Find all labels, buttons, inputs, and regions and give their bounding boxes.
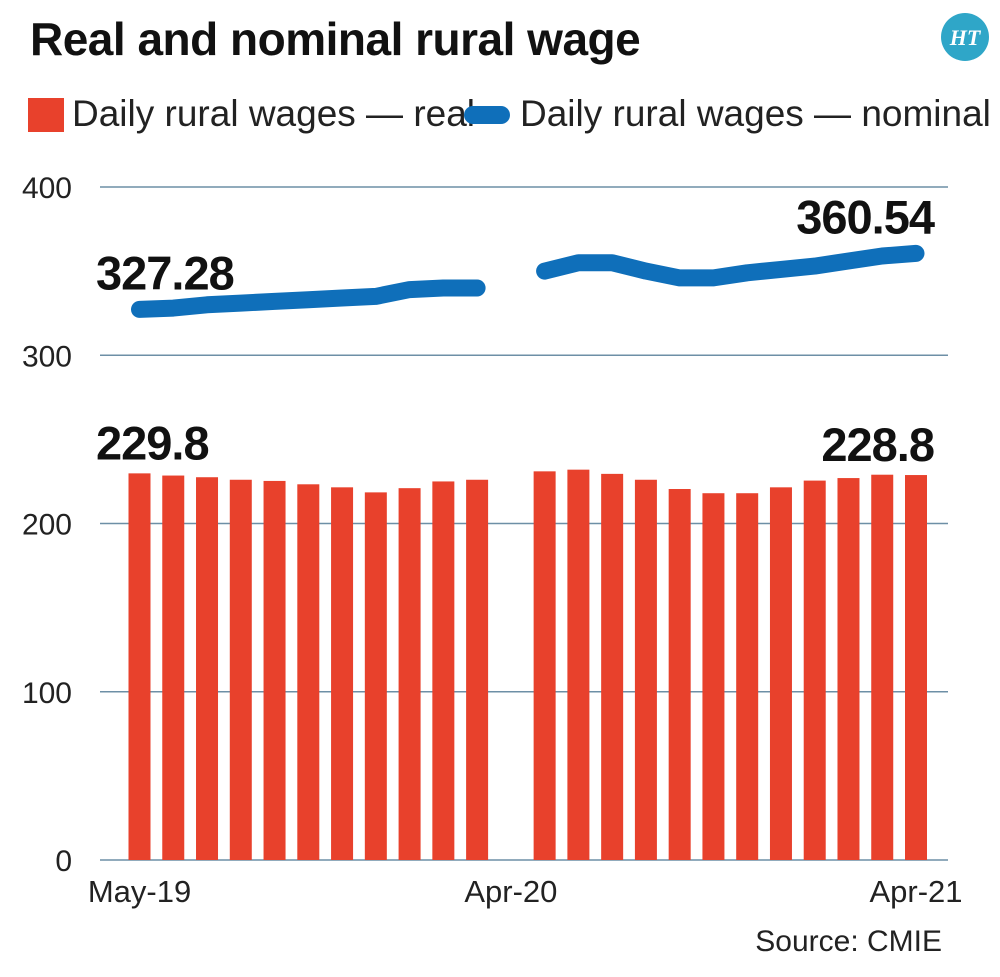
data-label: 327.28 — [96, 246, 234, 299]
bar-real — [196, 477, 219, 860]
bar-real — [871, 474, 894, 860]
ht-logo-icon: HT — [941, 13, 989, 61]
bar-real — [398, 488, 421, 860]
bar-real — [331, 487, 354, 860]
bar-real — [736, 493, 759, 860]
bar-real — [905, 475, 927, 860]
y-tick-label: 200 — [22, 509, 72, 542]
ht-logo-text: HT — [949, 25, 982, 50]
y-tick-label: 0 — [55, 845, 72, 878]
bar-real — [466, 479, 489, 860]
x-tick-label: Apr-21 — [869, 874, 962, 909]
legend-label-real: Daily rural wages — real — [72, 93, 476, 134]
bar-real — [601, 473, 624, 860]
bar-real — [567, 469, 590, 860]
bar-real — [364, 492, 387, 860]
bar-real — [533, 471, 556, 860]
bar-real — [837, 478, 860, 860]
bar-real — [769, 487, 792, 860]
bar-real — [229, 479, 252, 860]
line-nominal — [536, 244, 925, 287]
chart-title: Real and nominal rural wage — [30, 13, 641, 65]
ht-logo: HT — [940, 12, 990, 62]
line-nominal — [131, 279, 486, 318]
legend-label-nominal: Daily rural wages — nominal — [520, 93, 991, 134]
bar-real — [263, 480, 286, 860]
y-tick-label: 300 — [22, 340, 72, 373]
source-note: Source: CMIE — [755, 925, 942, 958]
y-tick-label: 400 — [22, 172, 72, 205]
bar-real — [668, 489, 691, 860]
bar-real — [803, 480, 826, 860]
bar-real — [297, 484, 320, 860]
bar-real — [162, 475, 185, 860]
y-tick-label: 100 — [22, 677, 72, 710]
bar-real — [702, 493, 725, 860]
data-label: 228.8 — [821, 418, 934, 471]
legend-swatch-real — [28, 98, 64, 132]
bar-real — [634, 479, 657, 860]
legend-swatch-nominal — [464, 106, 510, 124]
bar-real — [432, 481, 455, 860]
data-label: 229.8 — [96, 416, 209, 469]
x-tick-label: May-19 — [88, 874, 191, 909]
data-label: 360.54 — [796, 190, 935, 243]
bar-real — [128, 473, 151, 860]
x-tick-label: Apr-20 — [464, 874, 557, 909]
